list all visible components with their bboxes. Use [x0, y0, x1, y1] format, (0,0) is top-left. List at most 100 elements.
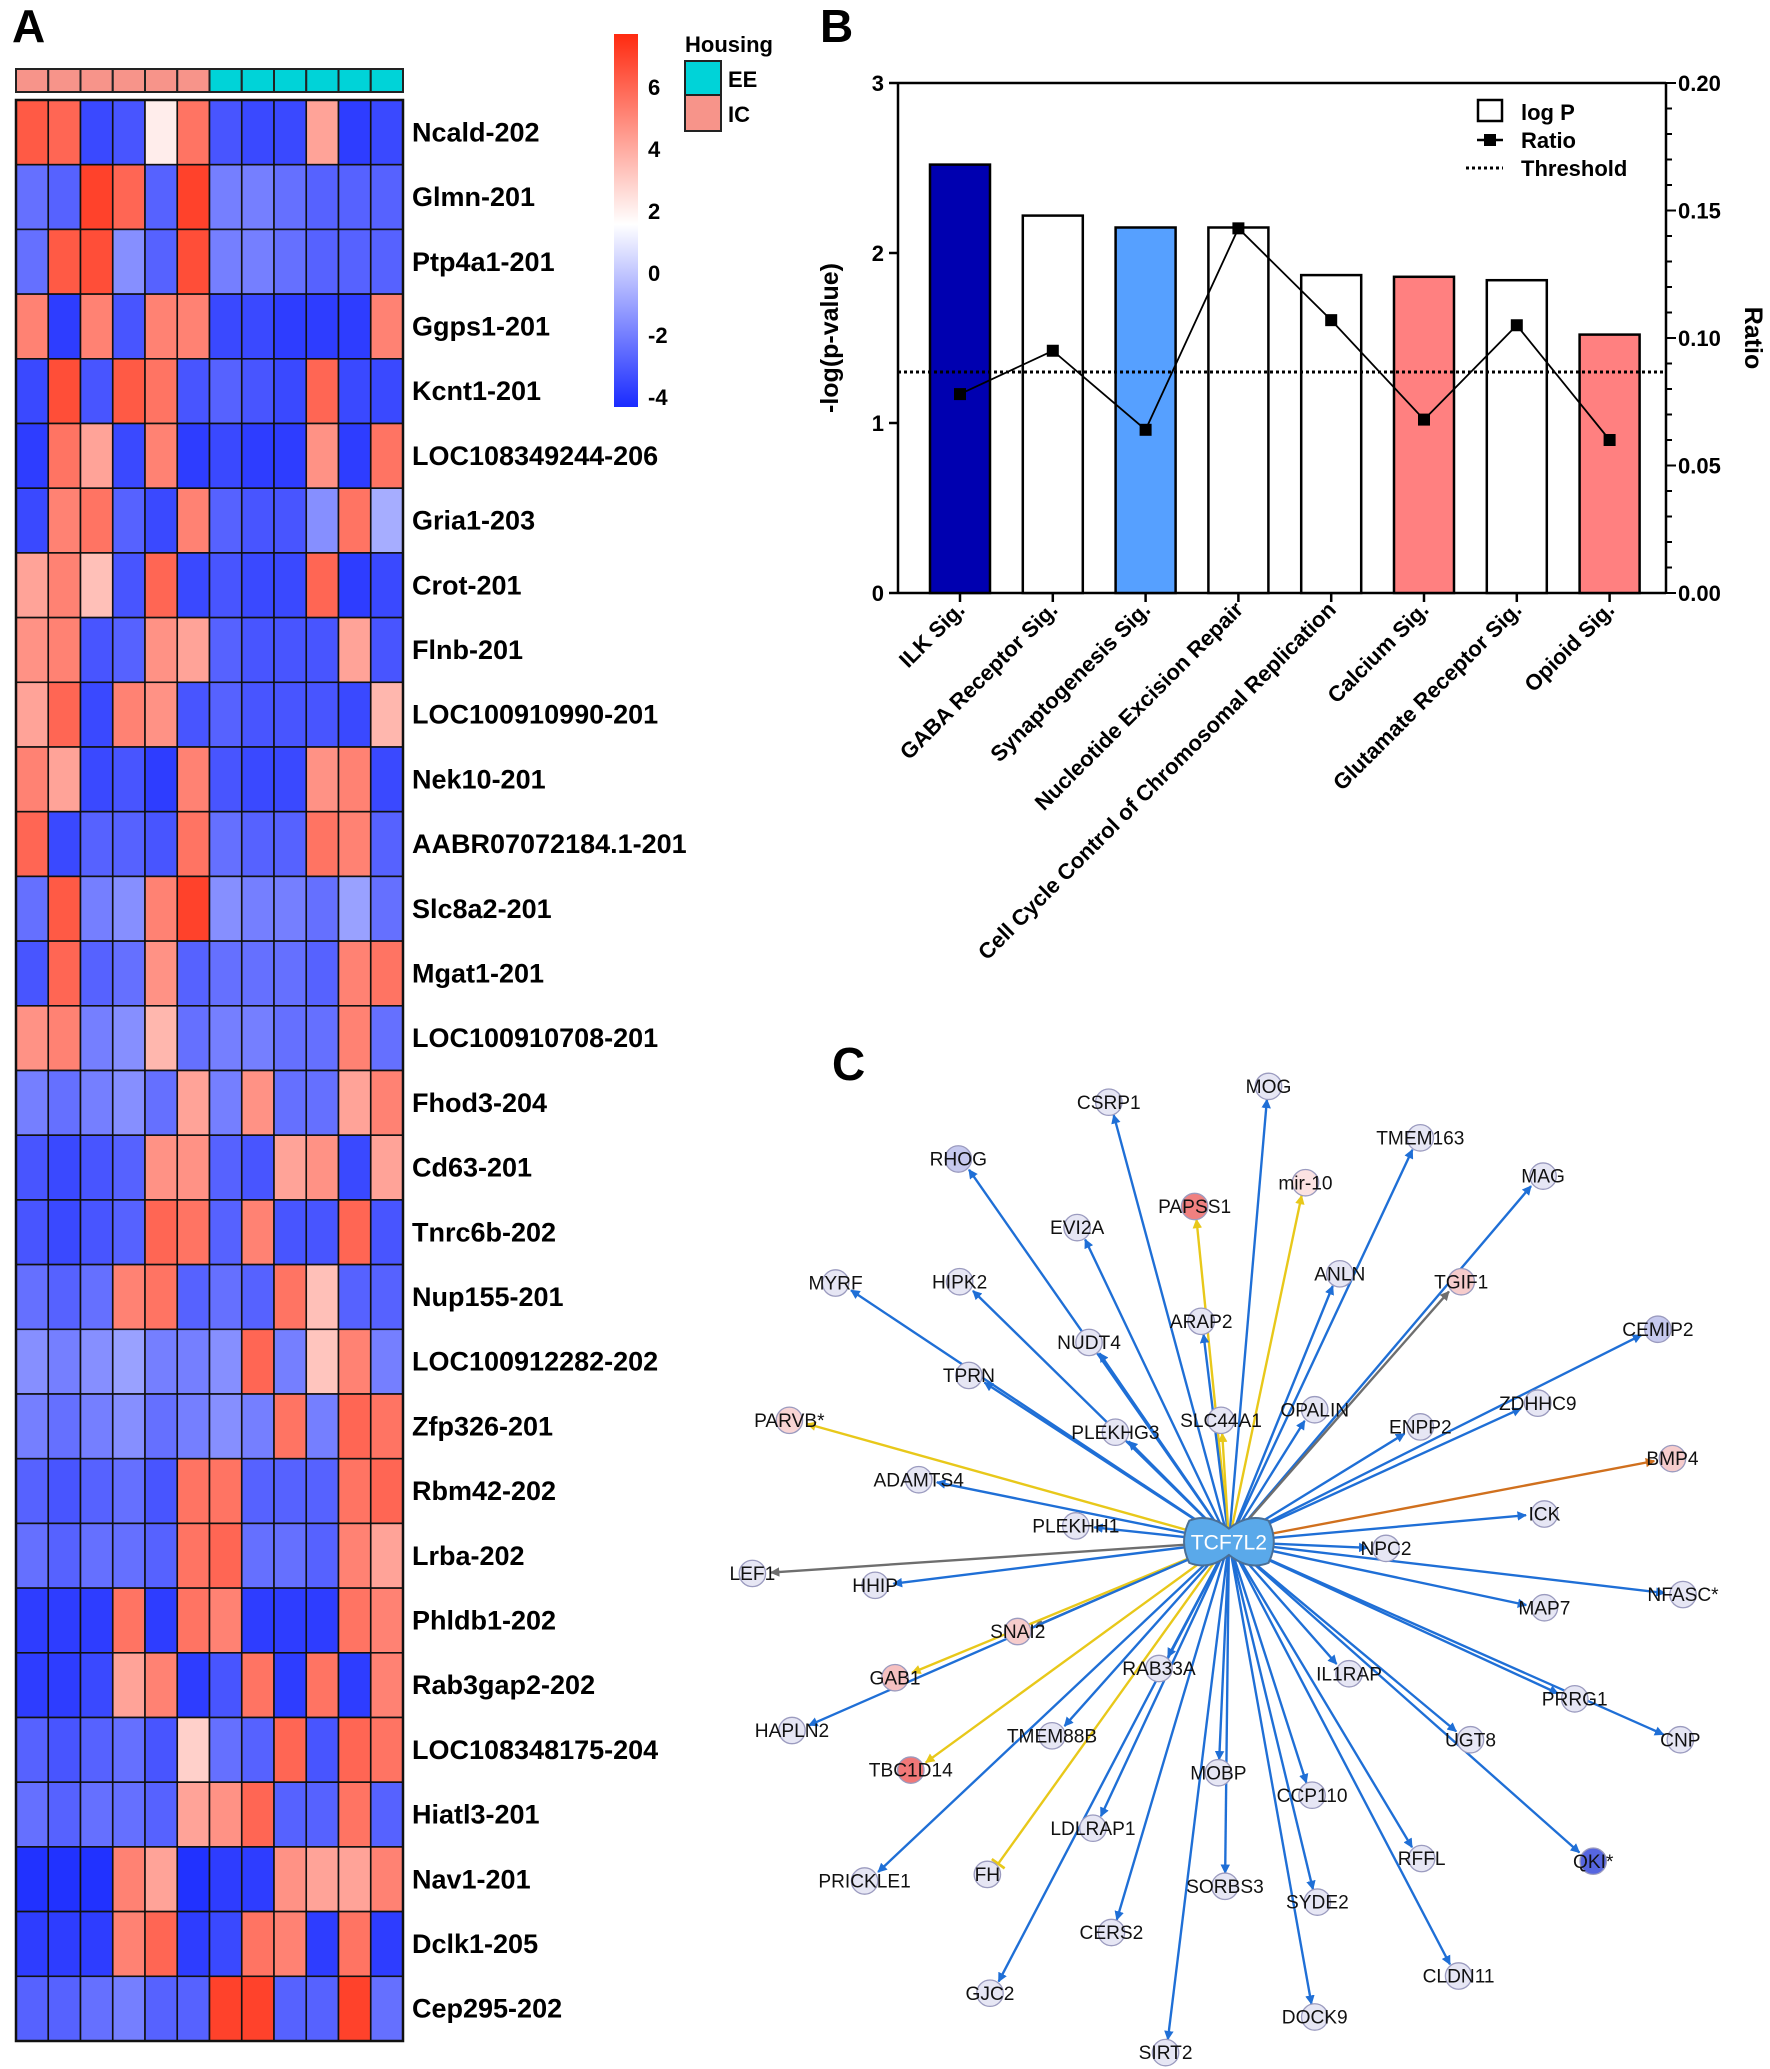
heatmap-cell — [273, 163, 308, 231]
colorbar-tick-label: -4 — [648, 385, 668, 410]
heatmap-cell — [273, 1328, 308, 1395]
heatmap-cell — [144, 99, 179, 166]
activation-edge — [1227, 1194, 1305, 1543]
bar — [1207, 226, 1270, 595]
heatmap-cell — [15, 1781, 50, 1848]
node-label: QKI* — [1573, 1852, 1614, 1873]
node-label: TPRN — [943, 1366, 995, 1387]
heatmap-cell — [144, 1716, 179, 1783]
heatmap-cell — [176, 1587, 211, 1654]
node-shape — [1063, 1213, 1091, 1242]
heatmap-cell — [15, 357, 50, 425]
heatmap-cell — [111, 1328, 146, 1395]
node-label: PARVB* — [754, 1411, 825, 1432]
y2-tick-label: 0.00 — [1678, 581, 1721, 606]
ratio-point — [1232, 222, 1245, 235]
ratio-point — [1325, 314, 1338, 327]
network-nodes: CSRP1 MOG TMEM163 RHOG PAPSS1 mir-10 MAG EVI2A M… — [730, 1072, 1719, 2067]
node-shape — [1211, 1872, 1239, 1901]
node-label: RAB33A — [1122, 1659, 1196, 1680]
heatmap-cell — [47, 487, 82, 554]
heatmap-cell — [240, 1328, 275, 1395]
heatmap-cell — [240, 616, 275, 684]
heatmap-cell — [111, 422, 146, 489]
heatmap-cell — [305, 1199, 340, 1266]
heatmap-cell — [305, 810, 340, 878]
node-shape — [896, 1756, 925, 1784]
activation-edge — [1227, 1098, 1271, 1542]
heatmap-cell — [79, 487, 114, 554]
network-node: BMP4 — [1646, 1444, 1699, 1473]
node-shape — [1444, 1962, 1473, 1990]
heatmap-cell — [111, 163, 146, 231]
heatmap-cell — [111, 1134, 146, 1201]
heatmap-cell — [305, 1263, 340, 1331]
heatmap-cell — [79, 422, 114, 489]
annotation-cell-ee — [208, 68, 243, 93]
gene-label: Lrba-202 — [412, 1541, 525, 1571]
heatmap-cell — [79, 875, 114, 942]
heatmap-cell — [111, 810, 146, 878]
heatmap-cell — [240, 487, 275, 554]
heatmap-cell — [273, 552, 308, 619]
annotation-cell-ee — [240, 68, 275, 93]
node-shape — [976, 1979, 1004, 2008]
heatmap-cell — [369, 1522, 404, 1589]
heatmap-cell — [305, 1004, 340, 1072]
heatmap-cell — [111, 1263, 146, 1331]
activation-edge — [806, 1421, 1230, 1543]
heatmap-cell — [79, 1199, 114, 1266]
heatmap-cell — [15, 1652, 50, 1719]
heatmap-cell — [240, 1910, 275, 1978]
heatmap-cell — [240, 746, 275, 813]
heatmap-cell — [208, 1393, 243, 1460]
y-tick-label: 3 — [872, 71, 884, 96]
activation-edge — [935, 1479, 1230, 1543]
activation-edge — [1228, 1407, 1522, 1543]
heatmap-cell — [176, 1652, 211, 1719]
heatmap-cell — [79, 1263, 114, 1331]
heatmap-cell — [208, 1199, 243, 1266]
heatmap-cell — [305, 552, 340, 619]
heatmap-cell — [240, 357, 275, 425]
heatmap-cell — [273, 357, 308, 425]
node-label: LEF1 — [730, 1564, 776, 1585]
heatmap-cell — [15, 1263, 50, 1331]
x-tick-label: Cell Cycle Control of Chromosomal Replic… — [973, 597, 1341, 965]
heatmap-cell — [305, 1910, 340, 1978]
heatmap-cell — [369, 1263, 404, 1331]
heatmap-cell — [144, 875, 179, 942]
heatmap-cell — [208, 1328, 243, 1395]
heatmap-cell — [337, 1199, 372, 1266]
colorbar-tick-label: -2 — [648, 323, 668, 348]
gene-label: Gria1-203 — [412, 506, 535, 536]
heatmap-cell — [15, 1975, 50, 2042]
network-node: MAP7 — [1518, 1593, 1570, 1622]
colorbar-tick-label: 0 — [648, 261, 660, 286]
heatmap-cell — [47, 1716, 82, 1783]
heatmap-cell — [240, 1522, 275, 1589]
heatmap-cell — [79, 1522, 114, 1589]
heatmap-cell — [15, 616, 50, 684]
heatmap-cell — [369, 616, 404, 684]
heatmap-cell — [273, 1393, 308, 1460]
activation-edge — [1227, 1541, 1414, 1849]
annotation-cell-ic — [47, 68, 82, 93]
node-shape — [1560, 1684, 1589, 1713]
heatmap-row-labels: Ncald-202 Glmn-201 Ptp4a1-201 Ggps1-201 Kcnt… — [412, 117, 687, 2023]
heatmap-cell — [15, 552, 50, 619]
heatmap-cell — [111, 1199, 146, 1266]
heatmap-cell — [15, 1910, 50, 1978]
annotation-cell-ee — [369, 68, 404, 93]
node-label: ANLN — [1314, 1264, 1365, 1285]
node-shape — [1075, 1328, 1103, 1357]
heatmap-cell — [111, 357, 146, 425]
heatmap-cell — [305, 1716, 340, 1783]
heatmap-cell — [240, 1846, 275, 1913]
heatmap-cell — [208, 99, 243, 166]
heatmap-cell — [337, 1652, 372, 1719]
heatmap-cell — [15, 293, 50, 360]
ratio-point — [1139, 423, 1152, 436]
node-label: OPALIN — [1280, 1400, 1349, 1421]
heatmap-cell — [176, 1004, 211, 1072]
